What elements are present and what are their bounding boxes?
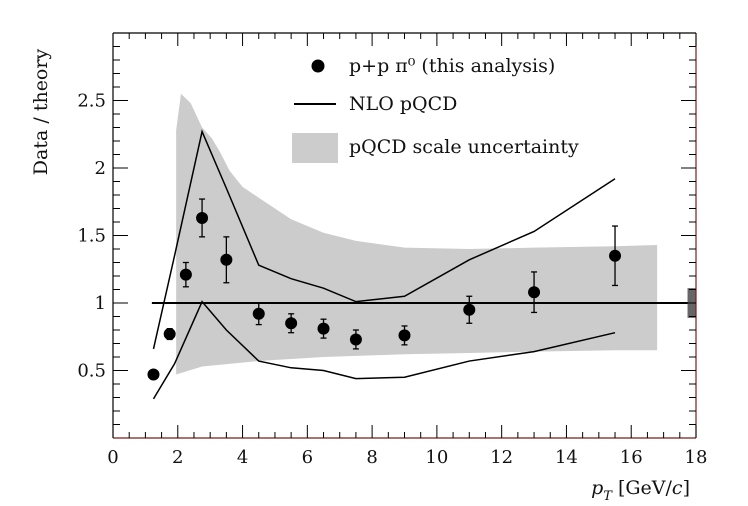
x-tick-label-9: 18 xyxy=(685,447,708,468)
pqcd-scale-uncertainty-band xyxy=(176,93,658,375)
data-point-6 xyxy=(285,317,298,330)
data-point-0 xyxy=(147,368,160,381)
data-point-12 xyxy=(609,249,622,262)
x-axis-title-subscript: T xyxy=(603,489,613,504)
legend-marker-data xyxy=(311,59,325,73)
x-tick-label-6: 12 xyxy=(490,447,513,468)
legend-label-line: NLO pQCD xyxy=(349,93,457,115)
nlo-pqcd-lower-curve xyxy=(152,300,616,400)
data-point-7 xyxy=(317,322,330,335)
x-tick-label-7: 14 xyxy=(555,447,578,468)
y-tick-label-1: 1 xyxy=(95,293,106,314)
x-axis-title: pT [GeV/c] xyxy=(591,477,690,504)
data-point-3 xyxy=(196,211,209,224)
legend-label-band: pQCD scale uncertainty xyxy=(349,136,579,158)
x-tick-label-2: 4 xyxy=(237,447,248,468)
data-point-2 xyxy=(179,268,192,281)
x-tick-label-8: 16 xyxy=(620,447,643,468)
x-tick-label-4: 8 xyxy=(366,447,377,468)
data-point-11 xyxy=(528,286,541,299)
y-tick-label-3: 2 xyxy=(95,158,106,179)
data-point-9 xyxy=(398,329,411,342)
axis-ticks xyxy=(112,33,697,438)
data-point-10 xyxy=(463,303,476,316)
y-tick-label-4: 2.5 xyxy=(77,91,106,112)
data-point-5 xyxy=(252,307,265,320)
x-axis-title-units: [GeV/ xyxy=(618,477,673,499)
x-axis-title-units-end: ] xyxy=(683,477,690,499)
y-tick-label-0: 0.5 xyxy=(77,361,106,382)
y-tick-label-2: 1.5 xyxy=(77,226,106,247)
legend: p+p π⁰ (this analysis) NLO pQCD pQCD sca… xyxy=(292,55,579,163)
data-markers xyxy=(147,211,622,381)
legend-marker-band xyxy=(292,133,338,163)
x-tick-label-5: 10 xyxy=(425,447,448,468)
axis-tick-labels: 0 2 4 6 8 10 12 14 16 18 0.5 1 1.5 2 2.5 xyxy=(77,91,707,469)
x-axis-title-variable: p xyxy=(591,477,603,499)
x-axis-title-units-variable: c xyxy=(672,477,683,499)
data-point-8 xyxy=(349,333,362,346)
x-tick-label-1: 2 xyxy=(172,447,183,468)
y-axis-title: Data / theory xyxy=(30,49,52,176)
data-point-4 xyxy=(220,253,233,266)
x-tick-label-0: 0 xyxy=(107,447,118,468)
legend-label-data: p+p π⁰ (this analysis) xyxy=(349,55,555,77)
nlo-pqcd-upper-curve xyxy=(152,129,616,350)
x-tick-label-3: 6 xyxy=(302,447,313,468)
data-point-1 xyxy=(163,328,176,341)
